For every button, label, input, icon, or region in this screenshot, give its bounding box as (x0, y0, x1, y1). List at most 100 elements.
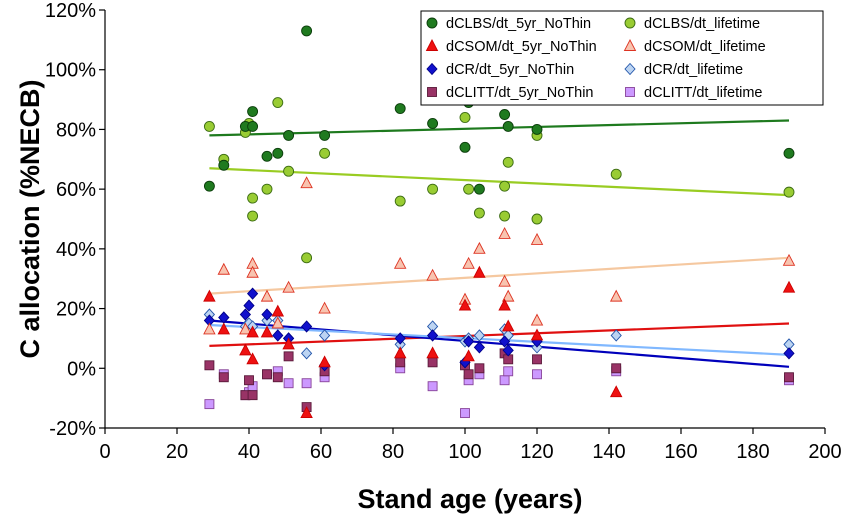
x-tick-label: 160 (664, 441, 697, 463)
legend-label: dCR/dt_5yr_NoThin (446, 62, 574, 78)
data-point (427, 381, 438, 392)
data-point (261, 308, 273, 321)
data-point (319, 129, 331, 141)
x-tick-label: 20 (166, 441, 188, 463)
data-point (499, 180, 511, 192)
data-point (499, 109, 511, 120)
data-point (301, 25, 313, 37)
data-point (427, 357, 438, 368)
legend-label: dCLITT/dt_5yr_NoThin (446, 85, 593, 101)
data-point (395, 357, 406, 368)
legend-label: dCLITT/dt_lifetime (644, 85, 762, 101)
series-2 (203, 265, 796, 419)
data-point (247, 210, 259, 222)
data-point (272, 372, 283, 383)
y-tick-label: 60% (56, 179, 96, 201)
data-point (282, 280, 295, 293)
data-point (283, 165, 295, 177)
data-point (501, 289, 515, 302)
data-point (473, 183, 485, 195)
trendline-2 (209, 322, 790, 347)
data-point (300, 320, 313, 333)
data-point (502, 120, 514, 132)
x-tick-label: 40 (238, 441, 260, 463)
data-point (783, 347, 795, 360)
axes: -20% 0% 20% 40% 60% 80% 100% 120% 0 20 40 60 80 100 12… (45, 0, 842, 463)
data-point (393, 256, 407, 269)
data-point (530, 313, 544, 326)
legend: dCLBS/dt_5yr_NoThin dCLBS/dt_lifetime dCSO… (420, 10, 824, 106)
x-axis-title: Stand age (years) (357, 484, 582, 514)
data-point (394, 195, 406, 207)
data-point (609, 289, 623, 302)
data-point (473, 241, 486, 254)
data-point (301, 252, 313, 264)
legend-marker (624, 17, 636, 29)
data-point (532, 354, 542, 365)
data-point (300, 347, 313, 360)
data-point (218, 159, 230, 171)
data-point (474, 363, 485, 374)
data-point (204, 399, 215, 410)
data-point (394, 103, 406, 114)
data-point (217, 322, 231, 335)
legend-marker (425, 39, 439, 51)
series-0 (203, 25, 795, 195)
data-point (498, 226, 511, 239)
data-point (784, 372, 794, 383)
data-point (458, 298, 472, 311)
legend-label: dCSOM/dt_5yr_NoThin (446, 39, 597, 55)
data-point (473, 341, 486, 354)
data-point (498, 298, 511, 311)
data-point (239, 343, 252, 356)
data-point (261, 150, 273, 162)
y-axis-title: C allocation (%NECB) (15, 79, 45, 358)
legend-label: dCLBS/dt_lifetime (644, 16, 760, 32)
y-tick-label: 40% (56, 239, 96, 261)
data-point (272, 97, 284, 109)
data-point (610, 329, 622, 342)
data-point (463, 183, 475, 195)
y-tick-label: 120% (45, 0, 96, 22)
data-point (318, 301, 331, 314)
x-tick-label: 100 (448, 441, 481, 463)
trendline-1 (209, 167, 790, 197)
data-point (783, 186, 795, 198)
data-point (203, 120, 215, 132)
data-point (300, 176, 313, 189)
legend-marker (625, 87, 635, 97)
data-point (300, 406, 313, 419)
data-point (473, 265, 486, 278)
data-point (782, 280, 796, 293)
data-point (203, 180, 215, 192)
data-point (499, 375, 510, 386)
data-point (498, 335, 511, 348)
data-point (247, 106, 259, 117)
legend-label: dCSOM/dt_lifetime (644, 39, 766, 55)
data-point (283, 129, 295, 141)
x-tick-label: 180 (736, 441, 769, 463)
data-point (283, 378, 294, 389)
data-point (261, 183, 273, 195)
data-point (502, 344, 514, 357)
series-3 (203, 176, 796, 335)
data-point (260, 325, 274, 338)
data-point (530, 232, 544, 245)
data-point (318, 355, 331, 368)
data-point (426, 268, 439, 281)
data-point (459, 141, 471, 153)
data-point (217, 262, 231, 275)
x-tick-label: 120 (520, 441, 553, 463)
data-point (246, 352, 259, 365)
data-point (246, 325, 259, 338)
data-point (271, 316, 285, 329)
data-point (609, 385, 623, 398)
data-point (262, 369, 272, 380)
data-point (532, 369, 542, 380)
data-point (301, 378, 312, 389)
data-point (394, 332, 406, 345)
data-point (204, 360, 215, 371)
legend-marker (426, 62, 438, 76)
data-point (531, 213, 543, 225)
